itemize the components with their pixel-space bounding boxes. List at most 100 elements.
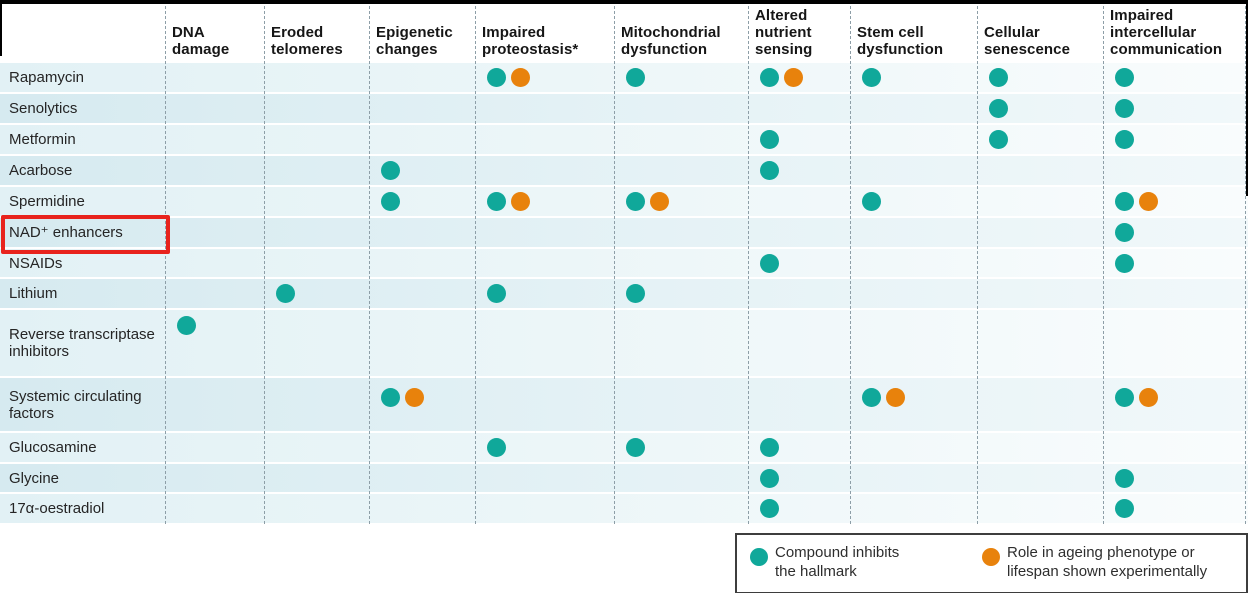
inhibits-hallmark-dot	[760, 68, 779, 87]
legend-item-experimental: Role in ageing phenotype or lifespan sho…	[1007, 543, 1239, 581]
row-label: NAD⁺ enhancers	[9, 224, 123, 241]
table-row: Senolytics	[0, 94, 1248, 123]
column-header: Eroded telomeres	[271, 24, 343, 58]
inhibits-hallmark-dot	[381, 161, 400, 180]
top-edge-artifact	[0, 0, 1248, 4]
inhibits-hallmark-dot	[760, 469, 779, 488]
table-row: Rapamycin	[0, 63, 1248, 92]
column-separator-line	[369, 6, 370, 524]
table-row: Glucosamine	[0, 433, 1248, 462]
experimental-role-dot	[1139, 388, 1158, 407]
legend-item-inhibits-line1: Compound inhibits	[775, 544, 900, 561]
row-label: Acarbose	[9, 162, 73, 179]
inhibits-hallmark-dot	[487, 68, 506, 87]
row-label: Glucosamine	[9, 439, 97, 456]
column-header: Stem cell dysfunction	[857, 24, 944, 58]
inhibits-hallmark-dot	[862, 388, 881, 407]
experimental-role-dot	[511, 68, 530, 87]
table-row: NSAIDs	[0, 249, 1248, 277]
inhibits-hallmark-dot	[381, 192, 400, 211]
column-separator-line	[1245, 6, 1246, 524]
table-row: Reverse transcriptase inhibitors	[0, 310, 1248, 376]
column-separator-line	[748, 6, 749, 524]
inhibits-hallmark-dot	[1115, 388, 1134, 407]
inhibits-hallmark-dot	[487, 192, 506, 211]
inhibits-hallmark-dot	[1115, 99, 1134, 118]
column-separator-line	[1103, 6, 1104, 524]
experimental-role-dot	[650, 192, 669, 211]
inhibits-hallmark-dot	[626, 284, 645, 303]
table-row: Spermidine	[0, 187, 1248, 216]
left-edge-artifact	[0, 0, 2, 56]
row-label: Spermidine	[9, 193, 85, 210]
legend: Compound inhibits the hallmark Role in a…	[735, 533, 1248, 593]
row-label: Glycine	[9, 469, 60, 487]
table-row: Acarbose	[0, 156, 1248, 185]
table-row: 17α-oestradiol	[0, 494, 1248, 523]
inhibits-hallmark-dot	[989, 130, 1008, 149]
inhibits-hallmark-dot	[760, 499, 779, 518]
column-header: Epigenetic changes	[376, 24, 453, 58]
experimental-role-dot	[784, 68, 803, 87]
column-separator-line	[614, 6, 615, 524]
inhibits-hallmark-dot	[487, 284, 506, 303]
inhibits-hallmark-dot	[626, 68, 645, 87]
column-header: Impaired intercellular communication	[1110, 7, 1223, 58]
inhibits-hallmark-dot	[1115, 68, 1134, 87]
table-row: NAD⁺ enhancers	[0, 218, 1248, 247]
row-label: Reverse transcriptase inhibitors	[9, 326, 155, 360]
row-label: Metformin	[9, 131, 76, 148]
legend-teal-dot-icon	[750, 548, 768, 566]
column-header: Cellular senescence	[984, 24, 1071, 58]
inhibits-hallmark-dot	[1115, 192, 1134, 211]
right-edge-artifact	[1246, 0, 1248, 196]
column-header: Mitochondrial dysfunction	[621, 24, 721, 58]
inhibits-hallmark-dot	[276, 284, 295, 303]
column-header: DNA damage	[172, 24, 230, 58]
legend-item-inhibits: Compound inhibits the hallmark	[775, 543, 945, 581]
table-row: Glycine	[0, 464, 1248, 492]
row-label: Systemic circulating factors	[9, 387, 142, 422]
legend-item-experimental-line1: Role in ageing phenotype or	[1007, 544, 1195, 561]
column-separator-line	[850, 6, 851, 524]
table-row: Systemic circulating factors	[0, 378, 1248, 431]
column-separator-line	[475, 6, 476, 524]
row-label: 17α-oestradiol	[9, 500, 105, 517]
inhibits-hallmark-dot	[989, 99, 1008, 118]
annotation-red-box	[1, 215, 170, 254]
row-label: Senolytics	[9, 100, 78, 117]
column-separator-line	[264, 6, 265, 524]
experimental-role-dot	[1139, 192, 1158, 211]
inhibits-hallmark-dot	[1115, 499, 1134, 518]
inhibits-hallmark-dot	[760, 161, 779, 180]
inhibits-hallmark-dot	[760, 130, 779, 149]
inhibits-hallmark-dot	[381, 388, 400, 407]
inhibits-hallmark-dot	[989, 68, 1008, 87]
row-label: Rapamycin	[9, 69, 85, 86]
inhibits-hallmark-dot	[177, 316, 196, 335]
inhibits-hallmark-dot	[862, 68, 881, 87]
inhibits-hallmark-dot	[1115, 223, 1134, 242]
experimental-role-dot	[886, 388, 905, 407]
column-separator-line	[977, 6, 978, 524]
column-header: Impaired proteostasis*	[482, 24, 579, 58]
row-label: Lithium	[9, 285, 58, 302]
inhibits-hallmark-dot	[1115, 130, 1134, 149]
inhibits-hallmark-dot	[760, 254, 779, 273]
table-row: Lithium	[0, 279, 1248, 308]
experimental-role-dot	[511, 192, 530, 211]
inhibits-hallmark-dot	[1115, 254, 1134, 273]
table-row: Metformin	[0, 125, 1248, 154]
inhibits-hallmark-dot	[487, 438, 506, 457]
inhibits-hallmark-dot	[862, 192, 881, 211]
column-header: Altered nutrient sensing	[755, 7, 813, 58]
inhibits-hallmark-dot	[760, 438, 779, 457]
column-separator-line	[165, 6, 166, 524]
legend-item-inhibits-line2: the hallmark	[775, 563, 857, 580]
legend-item-experimental-line2: lifespan shown experimentally	[1007, 563, 1208, 580]
inhibits-hallmark-dot	[626, 438, 645, 457]
inhibits-hallmark-dot	[626, 192, 645, 211]
legend-orange-dot-icon	[982, 548, 1000, 566]
column-header-row: DNA damage Eroded telomeres Epigenetic cha…	[0, 0, 1248, 61]
